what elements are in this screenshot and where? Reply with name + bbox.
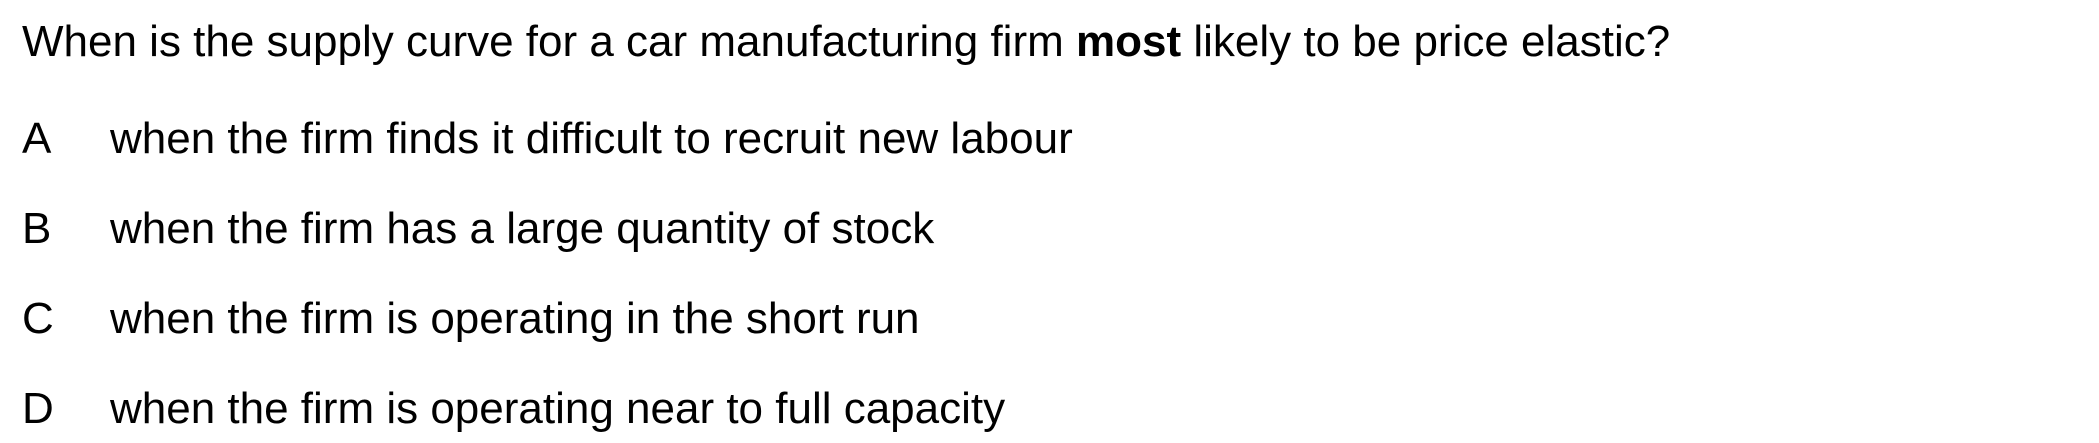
option-letter: D bbox=[22, 384, 54, 433]
option-text: when the firm is operating in the short … bbox=[110, 294, 920, 343]
question-text-before: When is the supply curve for a car manuf… bbox=[22, 17, 1076, 66]
question-stem: When is the supply curve for a car manuf… bbox=[22, 16, 1670, 68]
question-text-after: likely to be price elastic? bbox=[1181, 17, 1671, 66]
option-text: when the firm is operating near to full … bbox=[110, 384, 1006, 433]
option-letter: C bbox=[22, 294, 54, 343]
option-text: when the firm finds it difficult to recr… bbox=[110, 114, 1073, 163]
question-emphasis: most bbox=[1075, 17, 1182, 66]
option-text: when the firm has a large quantity of st… bbox=[110, 204, 935, 253]
option-letter: B bbox=[22, 204, 52, 253]
option-letter: A bbox=[22, 114, 52, 163]
